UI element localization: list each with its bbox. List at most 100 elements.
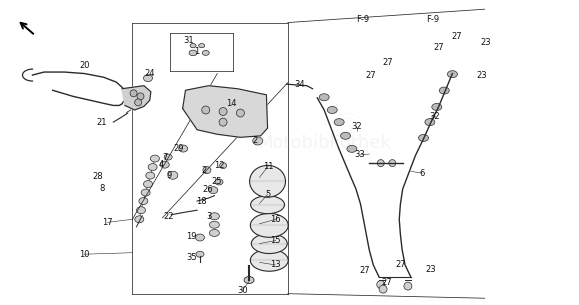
Circle shape [201,106,210,114]
Text: 30: 30 [237,286,247,295]
Text: 12: 12 [214,161,224,170]
Ellipse shape [202,50,209,55]
Text: 31: 31 [183,36,194,45]
Text: 20: 20 [79,62,90,70]
Ellipse shape [196,234,204,241]
Text: 26: 26 [202,185,213,194]
Polygon shape [182,86,267,137]
Ellipse shape [250,165,285,197]
Circle shape [130,90,137,97]
Text: 18: 18 [196,197,207,206]
Ellipse shape [439,87,449,94]
Ellipse shape [419,135,428,142]
Text: 27: 27 [382,59,393,67]
Text: 23: 23 [481,38,491,47]
Text: 7: 7 [163,152,168,162]
Text: 14: 14 [226,99,237,108]
Text: Motobibliothek: Motobibliothek [257,135,391,152]
Ellipse shape [209,187,218,194]
Ellipse shape [189,50,197,56]
Text: 27: 27 [360,266,370,275]
Text: 23: 23 [476,71,486,81]
Ellipse shape [144,181,152,188]
Text: 10: 10 [79,250,90,259]
Text: 6: 6 [420,169,425,178]
Ellipse shape [244,277,254,284]
Text: F-9: F-9 [426,15,439,24]
Ellipse shape [334,119,344,126]
Ellipse shape [151,155,159,162]
Ellipse shape [144,75,152,82]
Text: 32: 32 [351,122,362,131]
Ellipse shape [340,132,350,139]
Ellipse shape [160,161,169,168]
Text: 28: 28 [93,172,103,181]
Ellipse shape [203,167,211,174]
Ellipse shape [164,154,172,160]
Text: 23: 23 [426,265,437,274]
Text: 3: 3 [206,212,211,221]
Ellipse shape [448,71,457,78]
Ellipse shape [250,249,288,271]
Circle shape [379,285,387,293]
Text: 21: 21 [97,118,107,127]
Ellipse shape [137,207,145,214]
Ellipse shape [327,106,337,113]
Ellipse shape [148,163,157,170]
Circle shape [219,108,227,116]
Ellipse shape [253,137,263,145]
Ellipse shape [219,163,226,169]
Text: F-9: F-9 [356,15,369,24]
Text: 29: 29 [173,144,184,153]
Ellipse shape [432,103,442,110]
Text: 2: 2 [201,166,207,174]
Ellipse shape [210,229,219,236]
Text: 33: 33 [354,150,365,160]
Text: 35: 35 [186,253,197,262]
Text: 25: 25 [211,177,221,186]
Circle shape [219,118,227,126]
Circle shape [378,160,384,167]
Ellipse shape [215,179,223,185]
Text: 34: 34 [295,80,305,89]
Ellipse shape [146,172,155,179]
Text: 27: 27 [395,260,406,269]
Text: 27: 27 [452,32,462,41]
Ellipse shape [425,119,435,126]
Ellipse shape [319,94,329,101]
Text: 24: 24 [145,69,155,78]
Ellipse shape [179,145,188,152]
Circle shape [377,281,385,289]
Ellipse shape [199,44,205,48]
Ellipse shape [210,221,219,228]
Ellipse shape [141,189,150,196]
Ellipse shape [196,251,204,257]
Ellipse shape [139,198,148,205]
Circle shape [236,109,244,117]
Circle shape [137,93,144,100]
Polygon shape [122,86,151,110]
Text: 27: 27 [433,43,444,52]
Text: 22: 22 [163,212,174,221]
Ellipse shape [250,214,288,237]
Text: 27: 27 [381,278,392,287]
Text: 27: 27 [365,71,376,81]
Circle shape [135,99,142,106]
Circle shape [404,282,412,290]
Text: 15: 15 [270,236,281,245]
Circle shape [389,160,396,167]
Text: 16: 16 [270,215,281,224]
Text: 8: 8 [99,184,104,193]
Text: 1: 1 [195,47,200,56]
Ellipse shape [210,213,219,220]
Text: 4: 4 [159,160,164,169]
Ellipse shape [251,234,287,253]
Ellipse shape [168,171,178,179]
Text: 9: 9 [167,171,172,180]
Text: 17: 17 [102,218,113,227]
Ellipse shape [190,44,196,48]
Text: 13: 13 [270,260,280,269]
Ellipse shape [347,145,357,152]
Text: 2: 2 [252,136,258,145]
Text: 19: 19 [186,232,196,241]
